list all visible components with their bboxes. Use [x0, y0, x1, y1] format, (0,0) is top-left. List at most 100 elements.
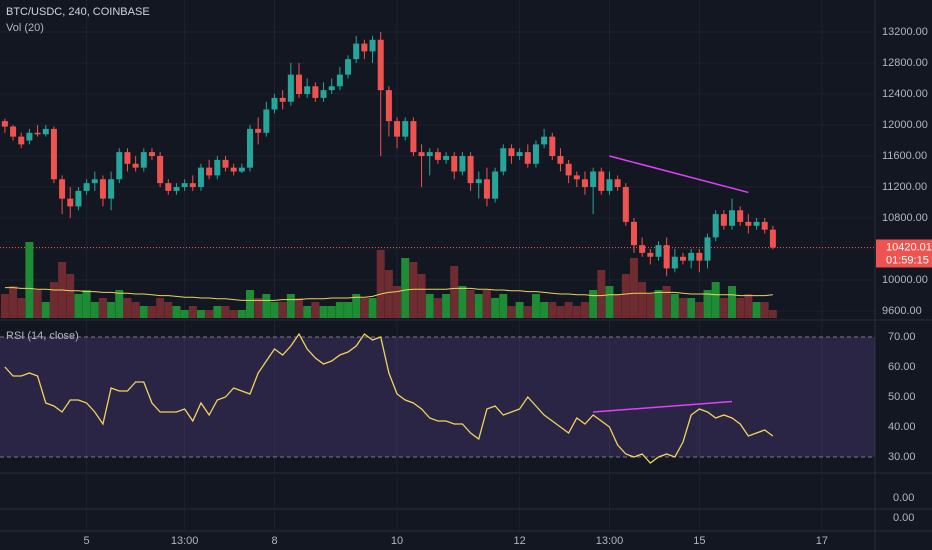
candle-body [410, 121, 417, 153]
volume-bar [482, 290, 491, 318]
candle-body [483, 179, 490, 199]
indicator-title: Vol (20) [6, 22, 44, 34]
volume-bar [344, 302, 353, 318]
candle-body [50, 128, 57, 180]
volume-bar [66, 274, 75, 318]
trendline [593, 400, 733, 413]
candle-body [720, 214, 727, 226]
volume-ma [4, 287, 773, 301]
candle-body [524, 152, 531, 164]
candle-body [696, 252, 703, 261]
volume-bar [262, 294, 271, 318]
candle-body [459, 156, 466, 172]
volume-bar [123, 298, 132, 318]
candle-body [222, 159, 229, 168]
volume-bar [613, 294, 622, 318]
volume-bar [237, 310, 246, 318]
volume-bar [564, 302, 573, 318]
volume-bar [311, 302, 320, 318]
volume-bar [540, 302, 549, 318]
volume-bar [49, 282, 58, 318]
candle-body [18, 136, 25, 145]
candle-body [451, 156, 458, 172]
candle-body [426, 152, 433, 157]
candle-body [140, 152, 147, 168]
y-tick-label: 0.00 [893, 512, 914, 524]
volume-bar [172, 306, 181, 318]
volume-bar [82, 290, 91, 318]
candle-body [279, 97, 286, 102]
y-tick-label: 70.00 [888, 331, 916, 343]
candle-body [655, 245, 662, 257]
candle-body [712, 214, 719, 238]
candle-body [255, 128, 262, 133]
y-tick-label: 50.00 [888, 391, 916, 403]
volume-bar [662, 286, 671, 318]
volume-bar [90, 302, 99, 318]
candle-body [402, 121, 409, 137]
candle-body [492, 171, 499, 199]
x-tick-label: 15 [693, 535, 705, 547]
volume-bar [0, 294, 9, 318]
volume-bar [597, 270, 606, 318]
volume-bar [703, 290, 712, 318]
volume-bar [17, 298, 26, 318]
volume-bar [393, 286, 402, 318]
volume-bar [719, 298, 728, 318]
x-tick-label: 12 [513, 535, 525, 547]
candle-body [761, 221, 768, 230]
volume-bar [156, 298, 165, 318]
volume-bar [246, 290, 254, 318]
volume-bar [425, 294, 434, 318]
volume-bar [205, 310, 214, 318]
volume-bar [744, 294, 753, 318]
indicator-title: RSI (14, close) [6, 330, 79, 342]
countdown: 01:59:15 [886, 254, 929, 266]
volume-bar [760, 302, 769, 318]
candle-body [394, 121, 401, 137]
candle-body [467, 156, 474, 184]
volume-bar [376, 250, 385, 318]
price-badge [876, 239, 932, 268]
volume-bar [270, 302, 279, 318]
candle-body [157, 156, 164, 184]
volume-bar [768, 310, 777, 318]
volume-bar [654, 290, 663, 318]
volume-bar [409, 262, 418, 318]
candle-body [336, 74, 343, 87]
volume-bar [360, 298, 369, 318]
candle-body [353, 43, 360, 60]
candle-body [622, 187, 629, 222]
candle-body [557, 156, 564, 164]
candle-body [475, 179, 482, 184]
candle-body [1, 121, 8, 127]
candle-body [443, 156, 450, 160]
chart-title: BTC/USDC, 240, COINBASE [6, 6, 150, 18]
volume-bar [433, 298, 442, 318]
candle-body [116, 152, 123, 180]
volume-bar [131, 302, 140, 318]
volume-bar [9, 286, 18, 318]
candle-body [132, 163, 139, 168]
volume-bar [213, 306, 222, 318]
volume-bar [41, 302, 50, 318]
volume-bar [327, 306, 336, 318]
candle-body [328, 86, 335, 91]
volume-bar [139, 306, 148, 318]
candle-body [573, 175, 580, 180]
candle-body [671, 256, 678, 269]
volume-bar [98, 298, 107, 318]
volume-bar [254, 298, 263, 318]
candle-body [737, 210, 744, 222]
volume-bar [303, 306, 312, 318]
volume-bar [33, 290, 42, 318]
candle-body [108, 179, 115, 199]
y-tick-label: 10000.00 [882, 274, 928, 286]
candle-body [230, 167, 237, 172]
candle-body [148, 152, 155, 157]
y-tick-label: 11200.00 [882, 181, 927, 193]
candle-body [75, 190, 82, 207]
volume-bar [319, 306, 328, 318]
volume-bar [188, 306, 197, 318]
